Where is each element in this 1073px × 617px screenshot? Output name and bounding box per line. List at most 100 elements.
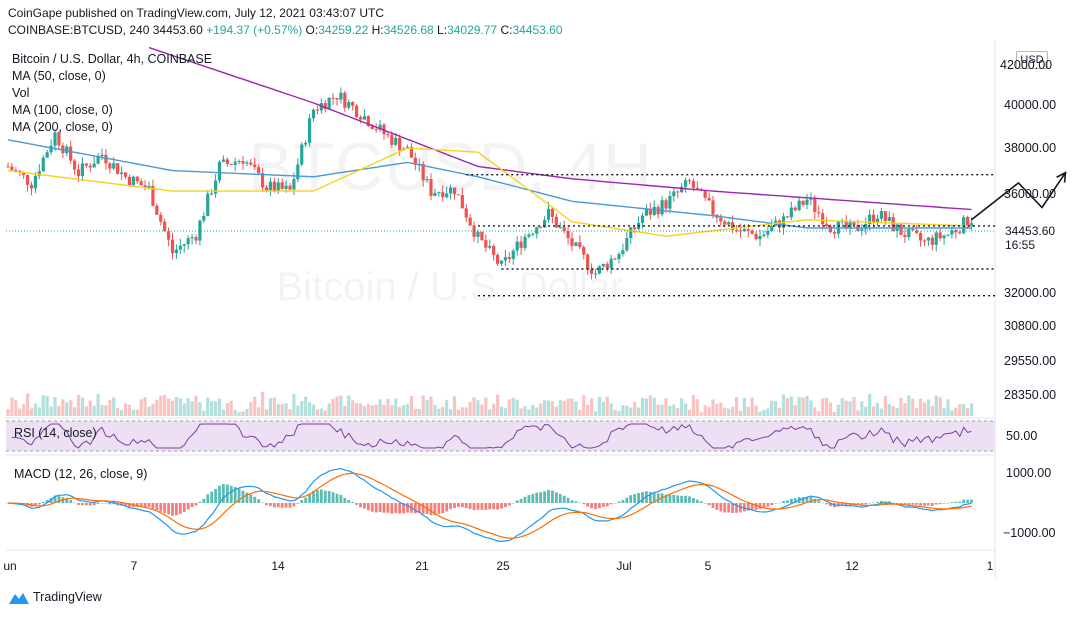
macd-histogram-bar	[218, 485, 221, 503]
candle-body	[511, 250, 515, 259]
volume-bar	[394, 398, 398, 416]
candle-body	[848, 222, 852, 229]
legend-vol[interactable]: Vol	[12, 86, 30, 100]
macd-histogram-bar	[778, 502, 781, 504]
macd-histogram-bar	[261, 502, 264, 504]
candle-body	[527, 234, 531, 237]
volume-bar	[331, 398, 335, 416]
volume-bar	[6, 409, 10, 416]
macd-histogram-bar	[429, 503, 433, 516]
volume-bar	[80, 397, 85, 416]
macd-histogram-bar	[374, 503, 378, 513]
macd-histogram-bar	[731, 503, 734, 513]
candle-body	[625, 238, 629, 251]
time-tick: 5	[705, 559, 712, 573]
legend-ma200[interactable]: MA (200, close, 0)	[12, 120, 113, 134]
candle-body	[194, 237, 198, 241]
volume-bar	[554, 406, 558, 416]
volume-bar	[789, 396, 793, 416]
candle-body	[65, 146, 69, 154]
macd-histogram-bar	[699, 501, 703, 503]
l-key: L:	[437, 23, 448, 37]
volume-bar	[495, 394, 500, 416]
candle-body	[922, 240, 927, 242]
rsi-label[interactable]: RSI (14, close)	[14, 426, 97, 440]
volume-bar	[531, 404, 535, 416]
candle-body	[871, 214, 876, 223]
macd-histogram-bar	[335, 493, 339, 503]
macd-histogram-bar	[327, 491, 331, 503]
macd-histogram-bar	[355, 503, 358, 505]
volume-bar	[210, 401, 214, 416]
volume-bar	[550, 401, 555, 416]
volume-bar	[903, 403, 907, 416]
candle-body	[127, 176, 132, 186]
volume-bar	[249, 402, 253, 416]
volume-bar	[856, 410, 860, 416]
candle-body	[879, 211, 884, 219]
currency-badge[interactable]: USD	[1016, 51, 1048, 69]
candle-body	[762, 234, 766, 237]
candle-body	[163, 221, 167, 232]
volume-bar	[601, 402, 605, 416]
macd-histogram-bar	[159, 503, 163, 512]
volume-bar	[922, 402, 927, 416]
candle-body	[805, 199, 809, 205]
macd-histogram-bar	[222, 484, 225, 503]
macd-histogram-bar	[233, 487, 237, 503]
volume-bar	[37, 407, 41, 416]
macd-histogram-bar	[280, 503, 284, 508]
candle-body	[864, 224, 868, 230]
candle-body	[915, 230, 919, 234]
volume-bar	[296, 405, 300, 416]
macd-histogram-bar	[531, 494, 535, 503]
candle-body	[817, 212, 821, 214]
candle-body	[644, 209, 649, 216]
macd-histogram-bar	[237, 488, 241, 503]
macd-histogram-bar	[750, 503, 754, 511]
legend-ma50[interactable]: MA (50, close, 0)	[12, 69, 106, 83]
volume-bar	[805, 395, 809, 416]
volume-bar	[241, 411, 245, 416]
macd-histogram-bar	[457, 503, 460, 507]
volume-bar	[166, 398, 171, 416]
legend-ma100[interactable]: MA (100, close, 0)	[12, 103, 113, 117]
candle-body	[875, 218, 880, 223]
macd-histogram-bar	[562, 495, 566, 503]
candle-body	[586, 254, 590, 270]
candle-body	[280, 182, 284, 189]
volume-bar	[836, 404, 840, 416]
volume-bar	[954, 407, 958, 416]
macd-histogram-bar	[554, 492, 558, 503]
price-tick: 40000.00	[1004, 98, 1057, 112]
volume-bar	[660, 404, 664, 416]
volume-bar	[636, 407, 641, 416]
volume-bar	[441, 406, 445, 416]
volume-bar	[609, 403, 613, 416]
macd-histogram-bar	[891, 502, 895, 504]
macd-histogram-bar	[100, 503, 104, 504]
candle-body	[241, 161, 245, 164]
macd-label[interactable]: MACD (12, 26, close, 9)	[14, 467, 148, 481]
candle-body	[237, 161, 241, 163]
macd-histogram-bar	[825, 503, 828, 505]
volume-bar	[65, 402, 69, 416]
macd-histogram-bar	[719, 503, 723, 512]
macd-histogram-bar	[703, 503, 707, 504]
volume-bar	[237, 412, 241, 416]
candle-body	[942, 235, 946, 239]
candle-body	[613, 258, 617, 260]
macd-histogram-bar	[496, 503, 499, 510]
candle-body	[288, 185, 292, 190]
macd-histogram-bar	[73, 502, 76, 504]
volume-bar	[300, 400, 304, 416]
tradingview-branding[interactable]: TradingView	[8, 590, 102, 605]
macd-histogram-bar	[942, 503, 946, 504]
volume-bar	[683, 403, 688, 416]
macd-histogram-bar	[883, 501, 887, 503]
h-key: H:	[371, 23, 384, 37]
macd-histogram-bar	[370, 503, 374, 512]
volume-bar	[123, 403, 128, 416]
volume-bar	[852, 396, 856, 416]
volume-bar	[938, 397, 942, 416]
